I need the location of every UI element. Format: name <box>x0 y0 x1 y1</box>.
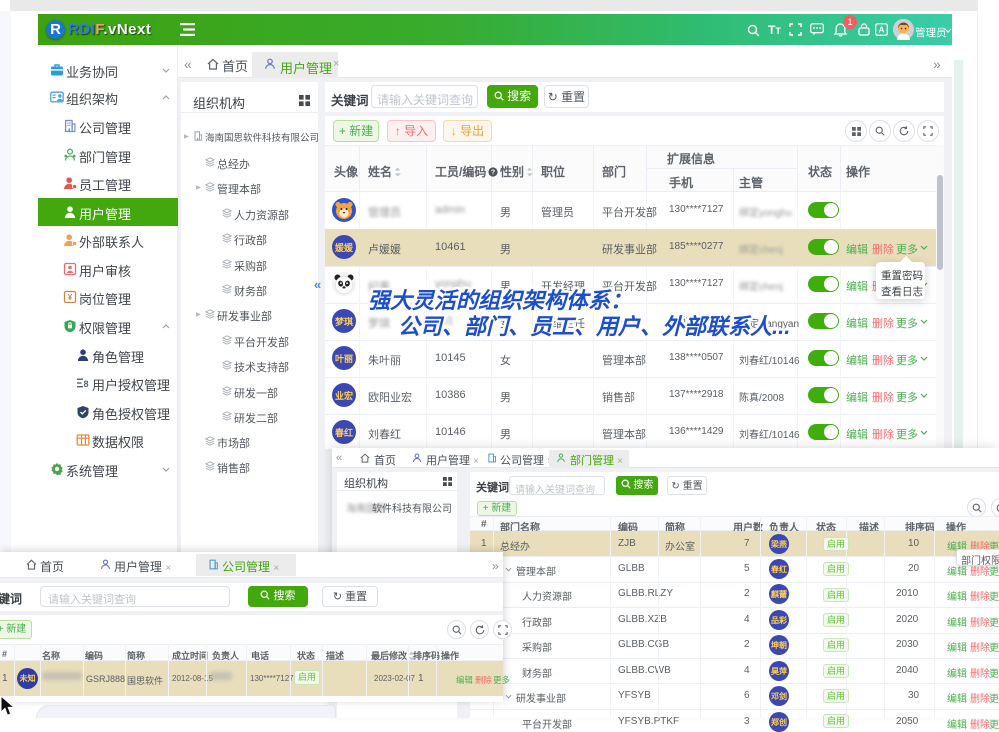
svg-text:A: A <box>879 26 885 35</box>
svg-text:?: ? <box>491 169 495 176</box>
svg-text:强大灵活的组织架构体系：: 强大灵活的组织架构体系： <box>368 288 632 313</box>
svg-text:¥: ¥ <box>68 293 73 302</box>
svg-text:公司、部门、员工、用户、外部联系人...: 公司、部门、员工、用户、外部联系人... <box>398 314 790 339</box>
svg-text:8: 8 <box>83 379 88 389</box>
